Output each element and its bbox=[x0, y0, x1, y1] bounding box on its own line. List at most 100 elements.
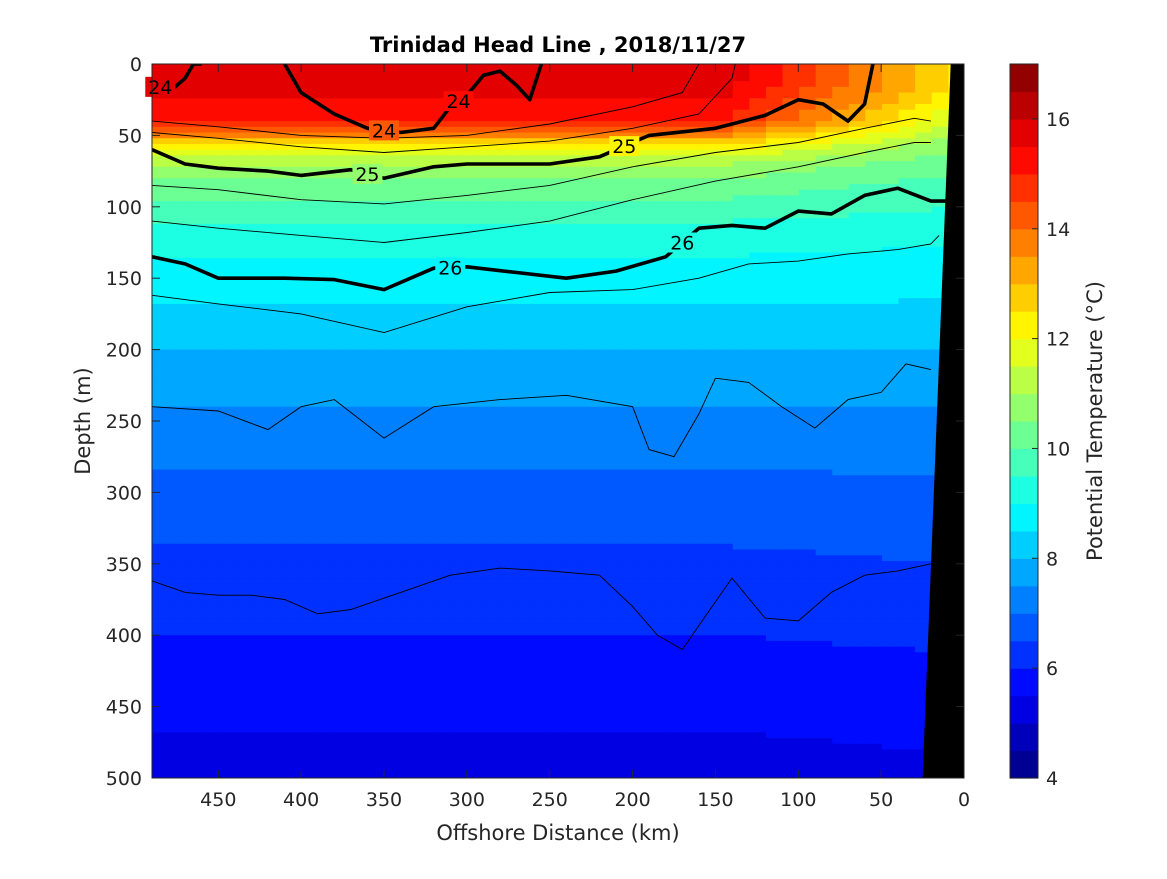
temperature-cell bbox=[450, 515, 468, 522]
temperature-cell bbox=[334, 520, 352, 528]
temperature-cell bbox=[914, 715, 932, 722]
temperature-cell bbox=[814, 698, 833, 705]
temperature-cell bbox=[549, 155, 568, 162]
temperature-cell bbox=[417, 629, 435, 636]
temperature-cell bbox=[400, 760, 418, 768]
temperature-cell bbox=[350, 526, 369, 534]
temperature-cell bbox=[516, 492, 534, 499]
temperature-cell bbox=[798, 543, 816, 551]
temperature-cell bbox=[599, 189, 617, 197]
temperature-cell bbox=[881, 166, 899, 174]
temperature-cell bbox=[814, 549, 833, 557]
temperature-cell bbox=[516, 218, 534, 225]
temperature-cell bbox=[516, 709, 534, 716]
temperature-cell bbox=[798, 275, 816, 282]
temperature-cell bbox=[334, 338, 352, 345]
temperature-cell bbox=[715, 663, 733, 671]
temperature-cell bbox=[848, 612, 866, 619]
temperature-cell bbox=[400, 623, 418, 631]
temperature-cell bbox=[781, 578, 800, 585]
temperature-cell bbox=[367, 600, 385, 608]
temperature-cell bbox=[417, 338, 435, 345]
temperature-cell bbox=[582, 161, 601, 168]
temperature-cell bbox=[616, 178, 634, 185]
temperature-cell bbox=[649, 600, 667, 608]
temperature-cell bbox=[864, 98, 882, 105]
temperature-cell bbox=[665, 595, 684, 602]
temperature-cell bbox=[317, 372, 336, 379]
temperature-cell bbox=[301, 600, 319, 608]
temperature-cell bbox=[897, 732, 916, 739]
temperature-cell bbox=[616, 109, 634, 117]
temperature-cell bbox=[483, 612, 501, 619]
temperature-cell bbox=[350, 286, 369, 294]
temperature-cell bbox=[864, 480, 882, 488]
temperature-cell bbox=[632, 275, 650, 282]
temperature-cell bbox=[350, 720, 369, 728]
temperature-cell bbox=[897, 469, 916, 477]
temperature-cell bbox=[367, 69, 385, 77]
temperature-cell bbox=[881, 303, 899, 311]
temperature-cell bbox=[549, 486, 568, 494]
temperature-cell bbox=[466, 663, 485, 671]
temperature-cell bbox=[384, 589, 402, 597]
temperature-cell bbox=[599, 503, 617, 511]
temperature-cell bbox=[881, 515, 899, 522]
temperature-cell bbox=[682, 732, 700, 739]
temperature-cell bbox=[814, 361, 833, 368]
temperature-cell bbox=[732, 212, 750, 220]
temperature-cell bbox=[450, 372, 468, 379]
temperature-cell bbox=[582, 263, 601, 271]
temperature-cell bbox=[450, 64, 468, 71]
temperature-cell bbox=[798, 138, 816, 145]
temperature-cell bbox=[682, 475, 700, 482]
temperature-cell bbox=[516, 572, 534, 579]
temperature-cell bbox=[848, 635, 866, 642]
temperature-cell bbox=[549, 623, 568, 631]
temperature-cell bbox=[500, 81, 518, 88]
temperature-cell bbox=[516, 412, 534, 419]
temperature-cell bbox=[466, 372, 485, 379]
temperature-cell bbox=[483, 263, 501, 271]
temperature-cell bbox=[549, 686, 568, 694]
temperature-cell bbox=[549, 241, 568, 248]
temperature-cell bbox=[649, 560, 667, 568]
temperature-cell bbox=[400, 64, 418, 71]
temperature-cell bbox=[317, 361, 336, 368]
temperature-cell bbox=[384, 549, 402, 557]
temperature-cell bbox=[367, 755, 385, 762]
temperature-cell bbox=[466, 726, 485, 734]
temperature-cell bbox=[466, 492, 485, 499]
temperature-cell bbox=[334, 560, 352, 568]
temperature-cell bbox=[433, 372, 452, 379]
temperature-cell bbox=[500, 743, 518, 751]
temperature-cell bbox=[715, 686, 733, 694]
temperature-cell bbox=[698, 703, 717, 711]
temperature-cell bbox=[781, 343, 800, 351]
temperature-cell bbox=[682, 143, 700, 151]
temperature-cell bbox=[500, 383, 518, 391]
temperature-cell bbox=[616, 189, 634, 197]
temperature-cell bbox=[466, 178, 485, 185]
temperature-cell bbox=[549, 475, 568, 482]
temperature-cell bbox=[549, 206, 568, 214]
temperature-cell bbox=[649, 675, 667, 682]
temperature-cell bbox=[632, 92, 650, 100]
temperature-cell bbox=[732, 338, 750, 345]
temperature-cell bbox=[864, 372, 882, 379]
temperature-cell bbox=[400, 749, 418, 756]
temperature-cell bbox=[914, 201, 932, 208]
temperature-cell bbox=[748, 429, 766, 437]
temperature-cell bbox=[881, 349, 899, 357]
temperature-cell bbox=[400, 429, 418, 437]
temperature-cell bbox=[649, 698, 667, 705]
temperature-cell bbox=[549, 446, 568, 454]
temperature-cell bbox=[831, 412, 849, 419]
temperature-cell bbox=[798, 520, 816, 528]
temperature-cell bbox=[698, 86, 717, 94]
temperature-cell bbox=[682, 480, 700, 488]
temperature-cell bbox=[798, 469, 816, 477]
temperature-cell bbox=[350, 338, 369, 345]
temperature-cell bbox=[930, 121, 949, 128]
temperature-cell bbox=[516, 629, 534, 636]
